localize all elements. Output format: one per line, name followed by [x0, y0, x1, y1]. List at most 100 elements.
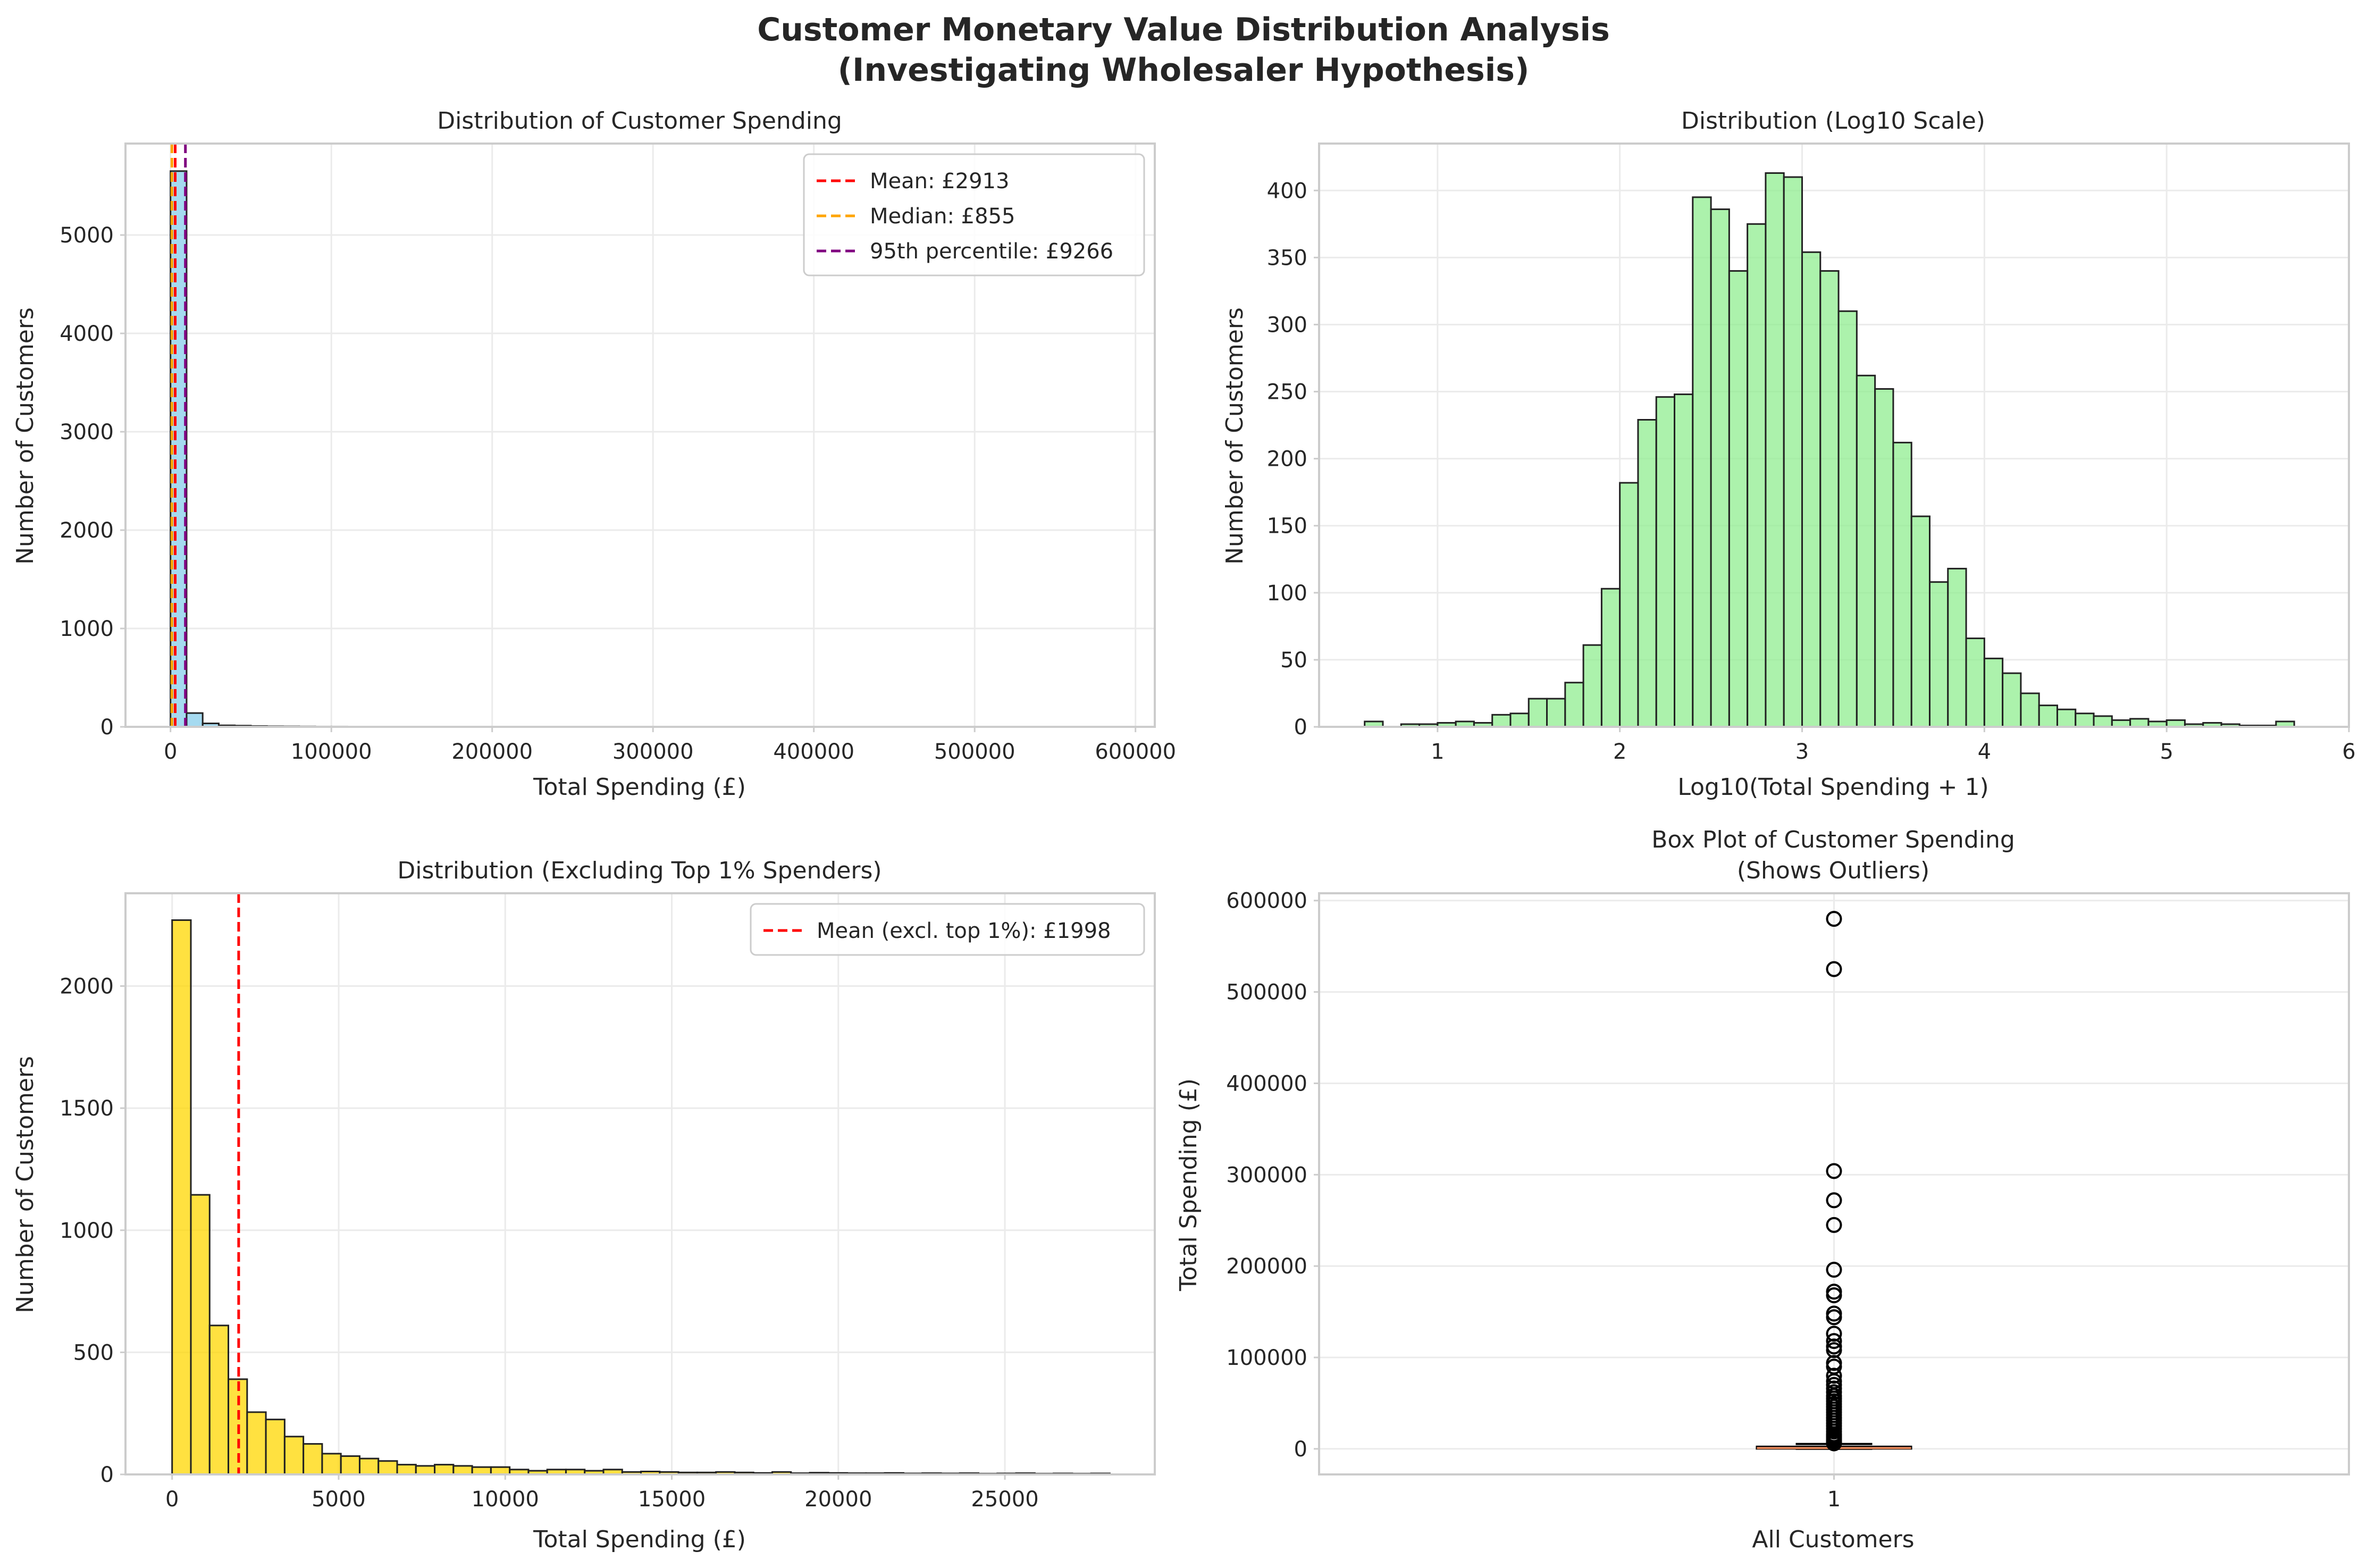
y-tick-label: 500	[73, 1340, 114, 1365]
histogram-bar	[415, 1465, 436, 1475]
x-tick-label: 6	[2342, 740, 2355, 764]
x-tick-label: 4	[1978, 740, 1991, 764]
panel-spending-histogram: Distribution of Customer Spending Total …	[12, 107, 1176, 801]
histogram-bar	[2020, 692, 2040, 728]
histogram-bar	[1783, 176, 1803, 728]
histogram-bar	[396, 1464, 417, 1475]
x-tick-label: 2	[1613, 740, 1626, 764]
y-axis-label: Total Spending (£)	[1175, 1078, 1202, 1292]
y-tick-label: 350	[1267, 246, 1307, 270]
histogram-bar	[2038, 705, 2058, 728]
x-axis-label: Total Spending (£)	[533, 774, 746, 801]
histogram-bar	[434, 1464, 455, 1475]
histogram-bar	[265, 1419, 286, 1475]
x-axis-label: All Customers	[1752, 1526, 1914, 1553]
histogram-bar	[1892, 441, 1912, 728]
figure-subtitle: (Investigating Wholesaler Hypothesis)	[838, 52, 1530, 89]
histogram-bar	[1856, 374, 1876, 728]
panel-title: Distribution of Customer Spending	[437, 107, 842, 135]
histogram-bar	[1637, 418, 1657, 728]
x-tick-label: 10000	[472, 1487, 539, 1512]
histogram-bar	[186, 712, 204, 728]
histogram-bar	[1728, 270, 1749, 728]
histogram-bar	[1947, 567, 1967, 728]
x-tick-label: 1	[1827, 1487, 1841, 1512]
plot-frame	[1318, 142, 2350, 728]
x-tick-label: 5	[2160, 740, 2173, 764]
x-tick-label: 0	[164, 740, 177, 764]
histogram-bar	[2129, 718, 2150, 728]
panel-title: Distribution (Excluding Top 1% Spenders)	[397, 857, 882, 884]
panel-log-histogram: Distribution (Log10 Scale) Log10(Total S…	[1221, 107, 2356, 801]
histogram-bar	[471, 1466, 492, 1475]
histogram-bar	[2075, 712, 2095, 728]
y-tick-label: 0	[100, 1463, 114, 1487]
x-tick-label: 400000	[773, 740, 854, 764]
x-tick-label: 500000	[934, 740, 1015, 764]
y-tick-label: 2000	[60, 975, 114, 999]
x-tick-label: 15000	[638, 1487, 706, 1512]
y-tick-label: 100	[1267, 581, 1307, 606]
y-tick-label: 5000	[60, 223, 114, 248]
panel-title: Box Plot of Customer Spending	[1651, 826, 2015, 853]
histogram-bar	[1801, 251, 1822, 728]
y-tick-label: 100000	[1226, 1346, 1307, 1370]
legend-entry: Mean (excl. top 1%): £1998	[817, 919, 1111, 943]
x-axis-label: Log10(Total Spending + 1)	[1677, 774, 1988, 801]
y-tick-label: 1000	[60, 617, 114, 641]
panel-trimmed-histogram: Distribution (Excluding Top 1% Spenders)…	[12, 857, 1156, 1553]
y-tick-label: 0	[100, 715, 114, 740]
y-tick-label: 3000	[60, 420, 114, 445]
histogram-bar	[1619, 482, 1639, 728]
y-tick-label: 50	[1280, 648, 1307, 673]
x-tick-label: 25000	[971, 1487, 1038, 1512]
legend-entry: Mean: £2913	[870, 169, 1009, 194]
x-tick-label: 5000	[312, 1487, 366, 1512]
histogram-bar	[1546, 698, 1566, 728]
x-tick-label: 300000	[612, 740, 694, 764]
outlier-point	[1826, 961, 1842, 977]
histogram-bar	[1600, 588, 1621, 728]
y-tick-label: 400000	[1226, 1071, 1307, 1096]
histogram-bar	[1527, 698, 1548, 728]
outlier-point	[1826, 1217, 1842, 1233]
y-tick-label: 200	[1267, 447, 1307, 472]
x-tick-label: 1	[1431, 740, 1444, 764]
histogram-bar	[1965, 638, 1985, 728]
y-tick-label: 4000	[60, 322, 114, 346]
y-tick-label: 400	[1267, 179, 1307, 203]
histogram-bar	[1564, 682, 1584, 728]
histogram-bar	[190, 1194, 211, 1475]
histogram-bar	[1491, 714, 1512, 728]
y-tick-label: 0	[1294, 715, 1307, 740]
histogram-bar	[1710, 208, 1730, 728]
histogram-bar	[340, 1455, 360, 1475]
histogram-bar	[2056, 708, 2077, 728]
y-axis-label: Number of Customers	[12, 1056, 39, 1313]
histogram-bar	[1655, 396, 1676, 728]
legend-box	[750, 903, 1145, 956]
y-tick-label: 1000	[60, 1219, 114, 1243]
histogram-bar	[208, 1324, 230, 1475]
x-tick-label: 100000	[291, 740, 372, 764]
legend-entry: 95th percentile: £9266	[870, 239, 1113, 264]
panel-subtitle: (Shows Outliers)	[1737, 857, 1929, 884]
y-tick-label: 0	[1294, 1437, 1307, 1462]
histogram-bar	[171, 919, 192, 1475]
histogram-bar	[283, 1436, 305, 1475]
outlier-point	[1826, 1435, 1842, 1452]
histogram-bar	[1928, 581, 1949, 728]
outlier-point	[1826, 1287, 1842, 1304]
legend-entry: Median: £855	[870, 204, 1015, 229]
histogram-bar	[2002, 672, 2022, 728]
histogram-bar	[1674, 393, 1694, 728]
histogram-bar	[303, 1443, 323, 1475]
outlier-point	[1826, 1192, 1842, 1209]
y-tick-label: 1500	[60, 1096, 114, 1121]
y-tick-label: 300	[1267, 313, 1307, 337]
y-axis-label: Number of Customers	[1221, 307, 1248, 565]
x-tick-label: 0	[165, 1487, 179, 1512]
histogram-bar	[452, 1465, 473, 1475]
histogram-bar	[1819, 270, 1840, 728]
